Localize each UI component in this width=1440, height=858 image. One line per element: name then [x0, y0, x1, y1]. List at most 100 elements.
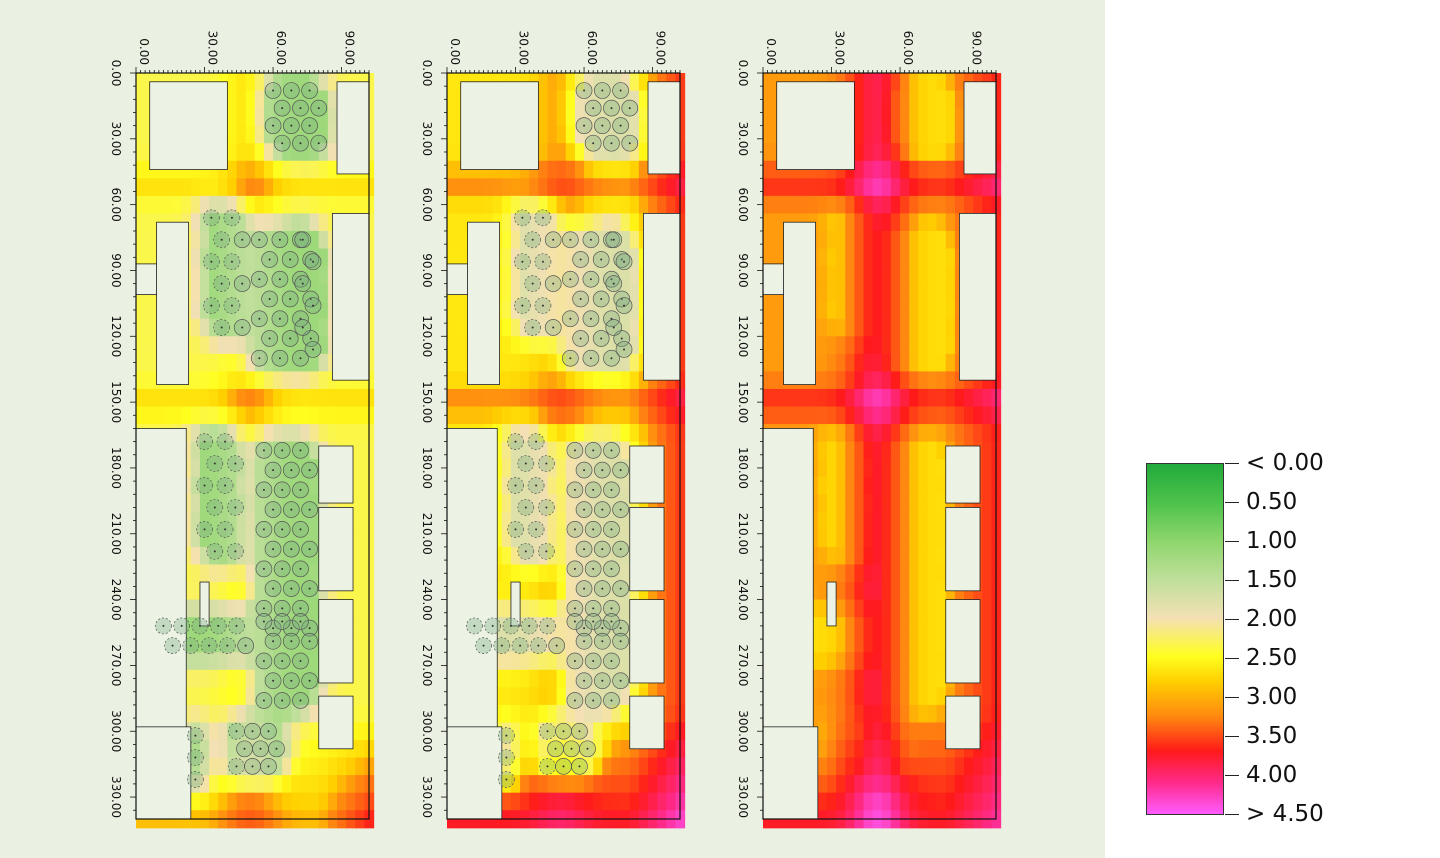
heat-cell — [273, 108, 283, 127]
heat-cell — [218, 441, 228, 460]
tree-trunk — [569, 357, 572, 360]
heat-cell — [309, 90, 320, 109]
heat-cell — [346, 424, 356, 443]
heat-cell — [648, 195, 658, 215]
heat-cell — [538, 459, 549, 478]
heat-cell — [236, 582, 247, 601]
heat-cell — [209, 424, 219, 443]
heat-cell — [574, 73, 585, 92]
heat-cell — [190, 441, 201, 460]
heat-cell — [291, 564, 302, 583]
heat-cell — [199, 283, 210, 302]
heat-cell — [666, 476, 677, 495]
heat-cell — [236, 669, 247, 688]
heat-cell — [154, 178, 165, 197]
heat-cell — [190, 406, 201, 425]
tree-trunk — [524, 462, 527, 465]
heat-cell — [872, 441, 883, 460]
heat-cell — [181, 406, 192, 425]
heat-cell — [574, 301, 585, 320]
tree-trunk — [299, 567, 302, 570]
heat-cell — [982, 757, 993, 776]
heat-cell — [190, 266, 201, 285]
y-tick-label: 300.00 — [109, 710, 123, 752]
heat-cell — [918, 459, 929, 478]
heat-cell — [309, 564, 320, 583]
heat-cell — [927, 441, 938, 460]
heat-cell — [900, 511, 910, 530]
heat-cell — [300, 230, 311, 250]
heat-cell — [547, 424, 558, 443]
y-tick-label: 240.00 — [109, 579, 123, 621]
heat-cell — [909, 582, 919, 601]
heat-cell — [845, 740, 855, 759]
heat-cell — [854, 108, 865, 127]
heat-cell — [245, 757, 256, 776]
heat-cell — [218, 230, 228, 250]
heat-cell — [291, 283, 302, 302]
tree-trunk — [234, 506, 237, 509]
heat-cell — [529, 266, 539, 285]
heat-cell — [836, 740, 846, 759]
building — [135, 726, 192, 820]
heat-cell — [209, 178, 219, 197]
legend-label: 4.00 — [1246, 762, 1298, 788]
heat-cell — [318, 266, 329, 285]
heat-cell — [574, 125, 585, 144]
heat-cell — [890, 775, 901, 794]
heat-cell — [936, 424, 947, 443]
heat-cell — [584, 634, 594, 653]
heat-cell — [263, 301, 274, 320]
heat-cell — [145, 388, 155, 408]
heat-cell — [291, 248, 302, 267]
heat-cell — [909, 371, 919, 390]
heat-cell — [845, 617, 855, 636]
heat-cell — [565, 775, 576, 794]
heat-cell — [638, 143, 649, 162]
building — [149, 81, 228, 170]
heat-cell — [309, 792, 320, 811]
heat-cell — [236, 301, 247, 320]
heat-cell — [872, 792, 883, 811]
x-tick-label: 90.00 — [970, 31, 984, 65]
heat-cell — [945, 266, 956, 285]
tree-trunk — [610, 660, 613, 663]
heat-cell — [909, 476, 919, 495]
heat-cell — [501, 792, 512, 811]
heat-cell — [263, 459, 274, 478]
heat-cell — [918, 775, 929, 794]
heat-cell — [538, 511, 549, 530]
heat-cell — [282, 599, 292, 618]
heat-cell — [936, 704, 947, 724]
heat-cell — [918, 792, 929, 811]
heat-cell — [218, 283, 228, 302]
tree-trunk — [601, 508, 604, 511]
heat-cell — [836, 617, 846, 636]
heat-cell — [584, 266, 594, 285]
tree-trunk — [610, 278, 613, 281]
tree-trunk — [230, 216, 233, 219]
heat-cell — [510, 652, 521, 671]
heat-cell — [836, 792, 846, 811]
heat-cell — [447, 90, 457, 109]
heat-cell — [909, 143, 919, 162]
heat-cell — [556, 266, 567, 285]
heat-cell — [763, 248, 773, 267]
heat-cell — [927, 160, 938, 179]
heat-cell — [593, 230, 603, 250]
heat-cell — [346, 195, 356, 215]
heat-cell — [629, 424, 640, 443]
heat-cell — [790, 406, 801, 425]
heat-cell — [501, 195, 512, 215]
heat-cell — [927, 195, 938, 215]
heat-cell — [565, 511, 576, 530]
heat-cell — [890, 266, 901, 285]
heat-cell — [136, 248, 146, 267]
tree-trunk — [290, 508, 293, 511]
heat-cell — [826, 406, 837, 425]
heat-cell — [854, 599, 865, 618]
heat-cell — [602, 722, 613, 741]
heat-cell — [236, 792, 247, 811]
heat-cell — [318, 160, 329, 179]
heat-cell — [602, 266, 613, 285]
